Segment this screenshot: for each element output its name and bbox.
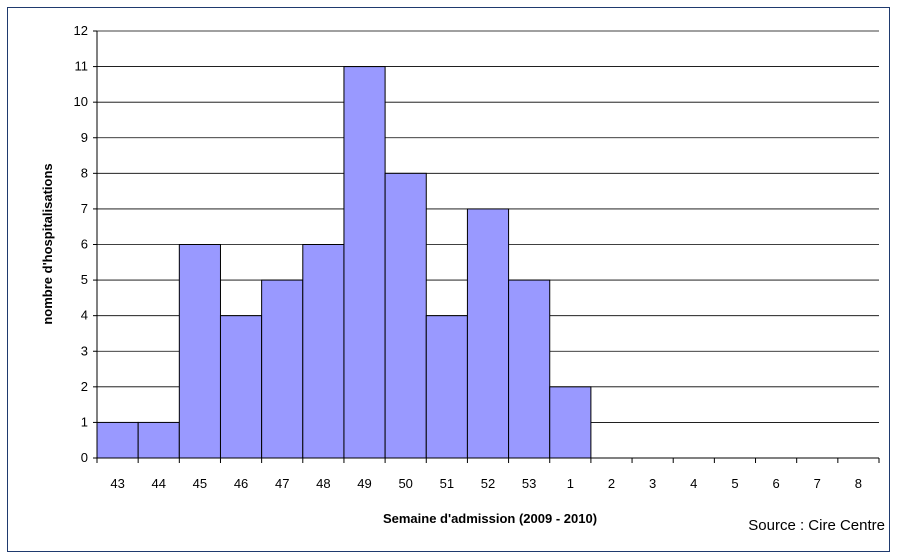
- bar-1: [549, 386, 592, 459]
- x-tick-label: 7: [814, 476, 821, 491]
- bar-53: [508, 279, 551, 459]
- x-tick-label: 43: [110, 476, 124, 491]
- chart-frame: [7, 7, 890, 552]
- x-axis-title: Semaine d'admission (2009 - 2010): [383, 511, 597, 526]
- bar-46: [219, 315, 263, 459]
- bar-49: [343, 66, 386, 459]
- x-tick-label: 6: [772, 476, 779, 491]
- x-tick-label: 5: [731, 476, 738, 491]
- x-tick-label: 4: [690, 476, 697, 491]
- y-tick-label: 1: [81, 414, 88, 429]
- y-tick-label: 7: [81, 201, 88, 216]
- y-tick-label: 9: [81, 130, 88, 145]
- bar-47: [261, 279, 304, 459]
- y-tick-label: 0: [81, 450, 88, 465]
- bar-51: [425, 315, 468, 459]
- x-tick-labels: 43 44 45 46 47 48 49 50 51 52 53 1 2 3 4 5 6 7 8: [110, 476, 862, 491]
- y-axis-title: nombre d'hospitalisations: [40, 163, 55, 324]
- x-tick-label: 44: [152, 476, 166, 491]
- y-tick-label: 2: [81, 379, 88, 394]
- x-tick-label: 46: [234, 476, 248, 491]
- x-tick-label: 1: [567, 476, 574, 491]
- x-tick-label: 48: [316, 476, 330, 491]
- x-tick-label: 52: [481, 476, 495, 491]
- bar-44: [137, 421, 180, 459]
- bar-45: [178, 244, 221, 459]
- y-tick-label: 8: [81, 165, 88, 180]
- x-tick-label: 49: [357, 476, 371, 491]
- y-tick-label: 5: [81, 272, 88, 287]
- bar-48: [302, 244, 345, 459]
- axes: [93, 30, 880, 463]
- x-tick-label: 47: [275, 476, 289, 491]
- source-note: Source : Cire Centre: [748, 517, 885, 534]
- x-tick-label: 3: [649, 476, 656, 491]
- y-tick-label: 11: [75, 59, 89, 74]
- x-tick-label: 8: [855, 476, 862, 491]
- x-tick-label: 2: [608, 476, 615, 491]
- y-tick-label: 10: [74, 94, 88, 109]
- x-tick-label: 53: [522, 476, 536, 491]
- bars: [96, 66, 592, 459]
- bar-52: [466, 208, 510, 459]
- y-tick-label: 6: [81, 237, 88, 252]
- x-tick-label: 51: [440, 476, 454, 491]
- bar-50: [384, 172, 427, 459]
- x-tick-label: 50: [398, 476, 412, 491]
- y-tick-label: 3: [81, 343, 88, 358]
- y-tick-label: 4: [81, 308, 88, 323]
- x-tick-label: 45: [193, 476, 207, 491]
- bar-43: [96, 421, 139, 459]
- y-tick-label: 12: [74, 23, 88, 38]
